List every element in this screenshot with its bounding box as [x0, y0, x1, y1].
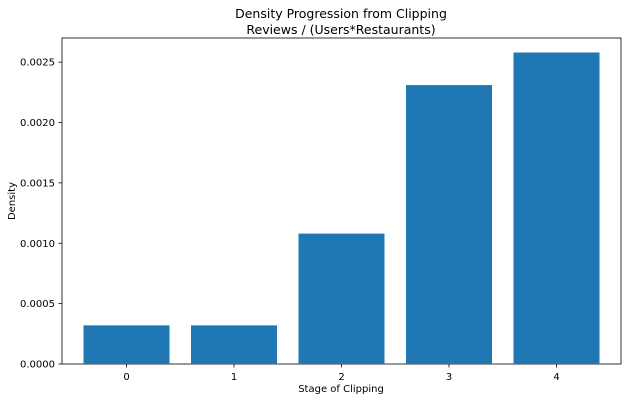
y-tick-label: 0.0020 — [20, 118, 55, 129]
x-tick-label: 2 — [338, 372, 344, 383]
y-tick-label: 0.0025 — [20, 58, 55, 69]
x-tick-label: 0 — [123, 372, 129, 383]
y-tick-label: 0.0005 — [20, 299, 55, 310]
y-tick-label: 0.0015 — [20, 178, 55, 189]
x-tick-label: 4 — [553, 372, 559, 383]
bar-4 — [513, 52, 600, 364]
chart-title: Density Progression from Clipping — [235, 6, 447, 21]
x-tick-label: 3 — [446, 372, 452, 383]
bar-1 — [191, 325, 277, 364]
bar-0 — [83, 325, 170, 364]
x-axis-ticks: 0 1 2 3 4 — [123, 364, 560, 383]
y-tick-label: 0.0010 — [20, 239, 55, 250]
y-tick-label: 0.0000 — [20, 360, 55, 371]
bars-group — [83, 52, 600, 364]
chart-subtitle: Reviews / (Users*Restaurants) — [246, 22, 435, 37]
y-axis-ticks: 0.0000 0.0005 0.0010 0.0015 0.0020 0.0025 — [20, 58, 62, 371]
bar-2 — [298, 233, 385, 364]
x-axis-label: Stage of Clipping — [298, 384, 384, 395]
y-axis-label: Density — [7, 182, 18, 220]
x-tick-label: 1 — [231, 372, 237, 383]
bar-3 — [406, 85, 492, 364]
